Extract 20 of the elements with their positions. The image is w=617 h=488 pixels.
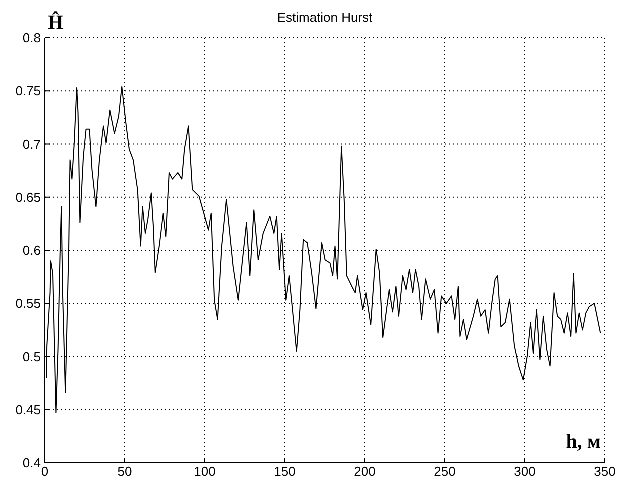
x-tick-label: 0 xyxy=(41,464,49,480)
x-tick-label: 350 xyxy=(594,464,616,480)
chart-title: Estimation Hurst xyxy=(277,10,373,25)
y-tick-label: 0.45 xyxy=(16,402,41,418)
x-tick-label: 50 xyxy=(118,464,132,480)
x-tick-label: 200 xyxy=(354,464,376,480)
x-tick-label: 250 xyxy=(434,464,456,480)
y-tick-label: 0.75 xyxy=(16,84,41,99)
y-tick-label: 0.6 xyxy=(22,243,41,258)
y-tick-label: 0.5 xyxy=(22,349,41,364)
x-tick-label: 150 xyxy=(274,464,296,480)
y-tick-label: 0.55 xyxy=(16,296,41,312)
x-tick-label: 100 xyxy=(194,464,216,480)
x-tick-label: 300 xyxy=(514,464,536,480)
x-axis-title: h, м xyxy=(566,431,601,454)
y-tick-label: 0.7 xyxy=(22,136,41,152)
y-axis-title: Ĥ xyxy=(48,10,64,36)
y-tick-label: 0.8 xyxy=(22,30,41,46)
y-tick-label: 0.65 xyxy=(16,190,41,205)
y-tick-label: 0.4 xyxy=(22,456,41,471)
